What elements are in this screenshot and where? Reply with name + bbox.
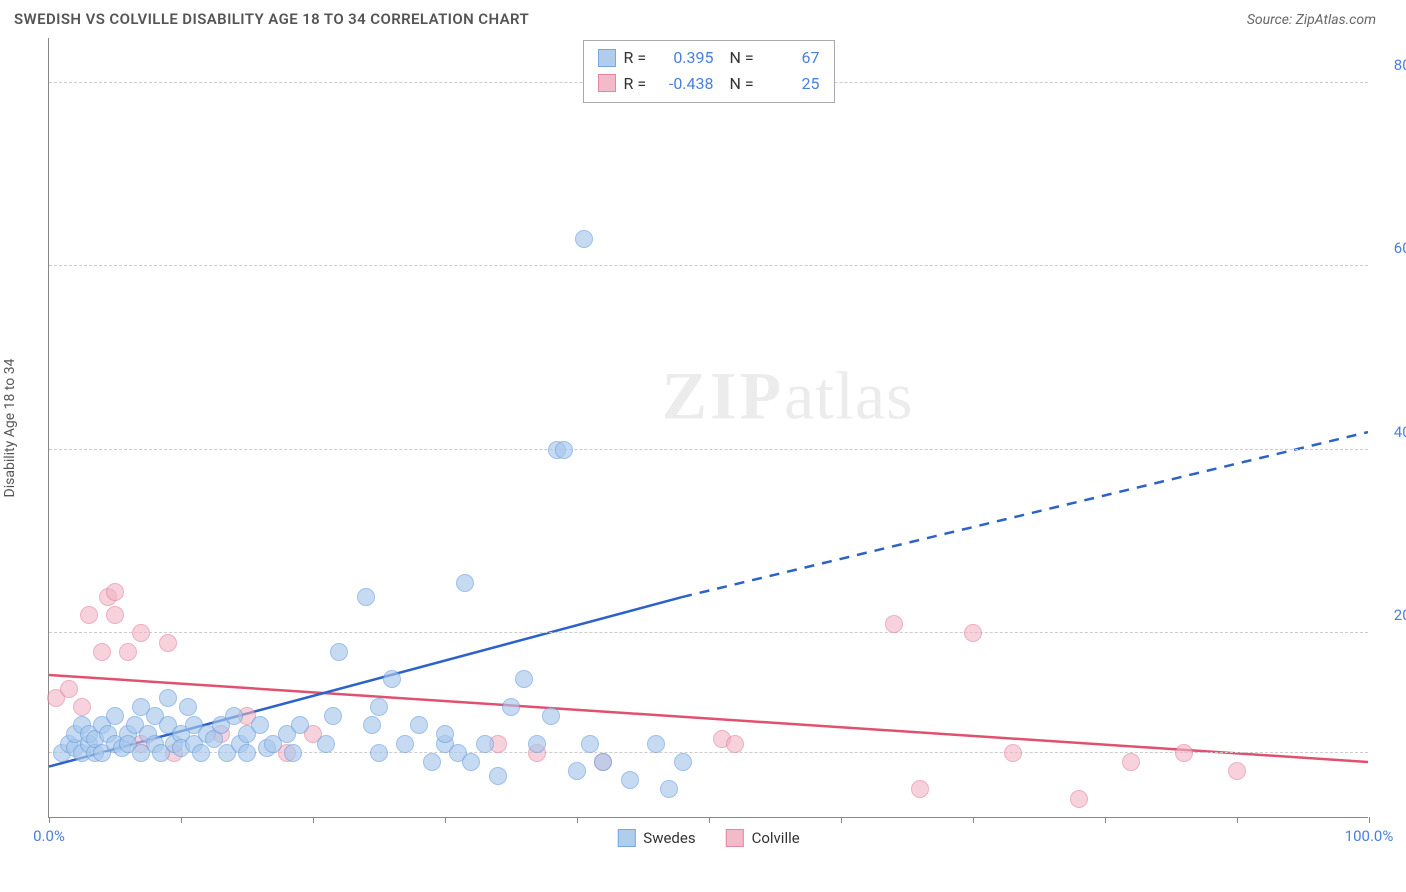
data-point-swedes: [515, 670, 533, 688]
data-point-colville: [73, 698, 91, 716]
data-point-swedes: [528, 735, 546, 753]
data-point-swedes: [660, 780, 678, 798]
data-point-swedes: [192, 744, 210, 762]
swatch-swedes: [598, 49, 616, 67]
data-point-swedes: [291, 716, 309, 734]
data-point-swedes: [594, 753, 612, 771]
swatch-colville-bottom: [726, 829, 744, 847]
legend-row-swedes: R = 0.395 N = 67: [598, 45, 820, 71]
data-point-swedes: [317, 735, 335, 753]
correlation-legend: R = 0.395 N = 67 R = -0.438 N = 25: [583, 40, 835, 103]
data-point-colville: [885, 615, 903, 633]
x-tick: [181, 817, 182, 823]
data-point-swedes: [410, 716, 428, 734]
watermark-text: ZIPatlas: [662, 357, 914, 436]
data-point-colville: [106, 583, 124, 601]
data-point-colville: [93, 643, 111, 661]
data-point-colville: [80, 606, 98, 624]
y-tick-label: 60.0%: [1374, 239, 1406, 257]
series-legend: Swedes Colville: [617, 829, 799, 847]
data-point-swedes: [476, 735, 494, 753]
data-point-swedes: [621, 771, 639, 789]
data-point-swedes: [106, 707, 124, 725]
scatter-plot-area: ZIPatlas R = 0.395 N = 67 R = -0.438 N =…: [48, 38, 1368, 818]
y-tick-label: 80.0%: [1374, 56, 1406, 74]
data-point-swedes: [489, 767, 507, 785]
data-point-swedes: [581, 735, 599, 753]
source-attribution: Source: ZipAtlas.com: [1247, 12, 1376, 28]
data-point-colville: [119, 643, 137, 661]
data-point-swedes: [396, 735, 414, 753]
data-point-swedes: [647, 735, 665, 753]
x-tick-label: 0.0%: [33, 827, 65, 845]
data-point-swedes: [568, 762, 586, 780]
trend-line: [682, 432, 1368, 597]
data-point-colville: [159, 634, 177, 652]
data-point-swedes: [238, 744, 256, 762]
chart-container: Disability Age 18 to 34 ZIPatlas R = 0.3…: [14, 38, 1376, 818]
data-point-swedes: [502, 698, 520, 716]
data-point-swedes: [284, 744, 302, 762]
swatch-swedes-bottom: [617, 829, 635, 847]
data-point-swedes: [423, 753, 441, 771]
x-tick: [445, 817, 446, 823]
data-point-swedes: [179, 698, 197, 716]
swatch-colville: [598, 74, 616, 92]
x-tick: [49, 817, 50, 823]
data-point-swedes: [674, 753, 692, 771]
data-point-swedes: [370, 698, 388, 716]
data-point-colville: [964, 624, 982, 642]
data-point-swedes: [324, 707, 342, 725]
x-tick: [1237, 817, 1238, 823]
data-point-colville: [1228, 762, 1246, 780]
trend-lines-layer: [49, 38, 1368, 817]
data-point-colville: [726, 735, 744, 753]
chart-title: SWEDISH VS COLVILLE DISABILITY AGE 18 TO…: [14, 10, 529, 28]
data-point-swedes: [542, 707, 560, 725]
data-point-colville: [911, 780, 929, 798]
r-value-colville: -0.438: [658, 71, 714, 97]
x-tick: [577, 817, 578, 823]
x-tick-label: 100.0%: [1345, 827, 1394, 845]
n-value-colville: 25: [764, 71, 820, 97]
x-tick: [313, 817, 314, 823]
y-tick-label: 40.0%: [1374, 423, 1406, 441]
data-point-swedes: [225, 707, 243, 725]
x-tick: [1105, 817, 1106, 823]
gridline: [49, 449, 1368, 450]
data-point-swedes: [357, 588, 375, 606]
x-tick: [1369, 817, 1370, 823]
x-tick: [973, 817, 974, 823]
data-point-colville: [132, 624, 150, 642]
r-value-swedes: 0.395: [658, 45, 714, 71]
data-point-swedes: [370, 744, 388, 762]
data-point-colville: [1175, 744, 1193, 762]
n-value-swedes: 67: [764, 45, 820, 71]
gridline: [49, 265, 1368, 266]
data-point-swedes: [575, 230, 593, 248]
data-point-swedes: [363, 716, 381, 734]
data-point-colville: [106, 606, 124, 624]
legend-item-colville: Colville: [726, 829, 800, 847]
legend-item-swedes: Swedes: [617, 829, 695, 847]
data-point-colville: [1070, 790, 1088, 808]
y-tick-label: 20.0%: [1374, 606, 1406, 624]
y-axis-label: Disability Age 18 to 34: [2, 359, 18, 498]
gridline: [49, 632, 1368, 633]
data-point-swedes: [436, 725, 454, 743]
data-point-swedes: [456, 574, 474, 592]
data-point-swedes: [462, 753, 480, 771]
data-point-swedes: [383, 670, 401, 688]
x-tick: [709, 817, 710, 823]
data-point-colville: [60, 680, 78, 698]
data-point-swedes: [251, 716, 269, 734]
data-point-colville: [1004, 744, 1022, 762]
data-point-swedes: [330, 643, 348, 661]
x-tick: [841, 817, 842, 823]
data-point-colville: [1122, 753, 1140, 771]
data-point-swedes: [159, 689, 177, 707]
legend-row-colville: R = -0.438 N = 25: [598, 71, 820, 97]
data-point-swedes: [555, 441, 573, 459]
